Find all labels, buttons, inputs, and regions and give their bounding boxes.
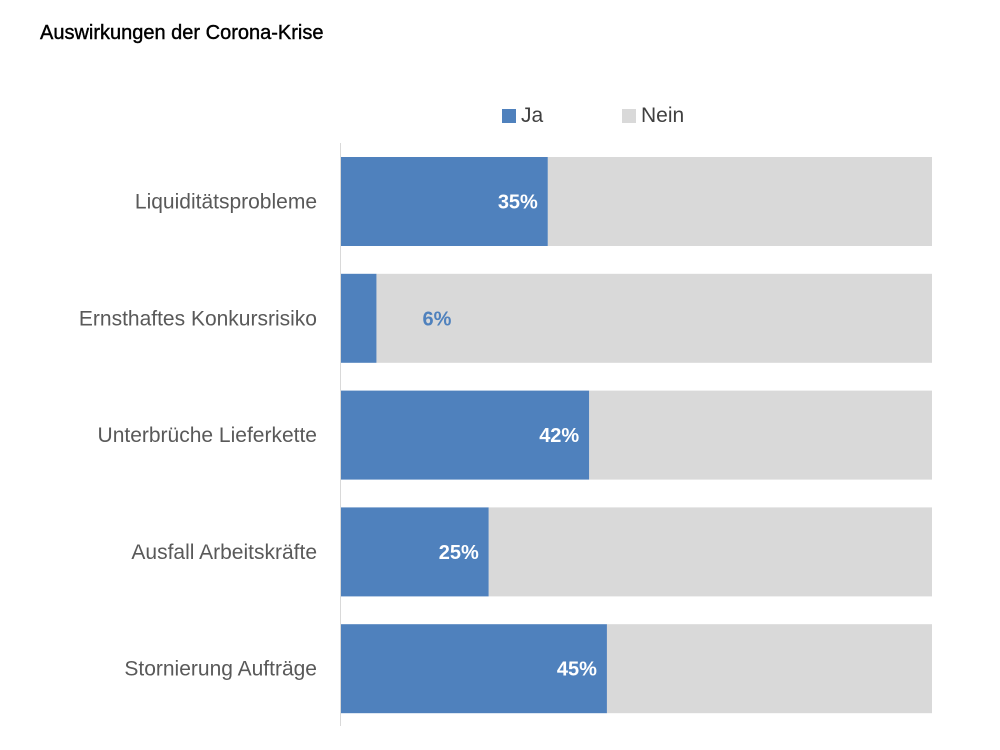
category-label: Stornierung Aufträge (124, 658, 317, 681)
category-label: Ernsthaftes Konkursrisiko (79, 307, 317, 330)
bar-ja (341, 390, 590, 480)
bar-ja (341, 624, 607, 714)
legend-label-nein: Nein (641, 104, 685, 127)
data-label: 42% (539, 425, 579, 447)
bar-nein (547, 157, 932, 246)
bar-nein (488, 507, 932, 597)
data-label: 45% (557, 659, 597, 681)
category-label: Ausfall Arbeitskräfte (131, 541, 317, 564)
bar-ja (341, 157, 548, 246)
bar-ja (341, 507, 489, 597)
legend-swatch-ja (502, 109, 516, 123)
category-label: Unterbrüche Lieferkette (98, 424, 317, 447)
bar-nein (376, 273, 933, 363)
bar-nein (589, 390, 932, 480)
data-label: 6% (423, 308, 452, 330)
category-label: Liquiditätsprobleme (135, 191, 317, 214)
legend-item-nein: Nein (622, 104, 684, 128)
data-label: 25% (439, 542, 479, 564)
legend-label-ja: Ja (521, 104, 544, 127)
bar-ja (341, 273, 377, 363)
data-label: 35% (498, 192, 538, 214)
bar-nein (606, 624, 932, 714)
legend-item-ja: Ja (502, 104, 543, 128)
legend-swatch-nein (622, 109, 636, 123)
chart-title: Auswirkungen der Corona-Krise (40, 22, 324, 44)
